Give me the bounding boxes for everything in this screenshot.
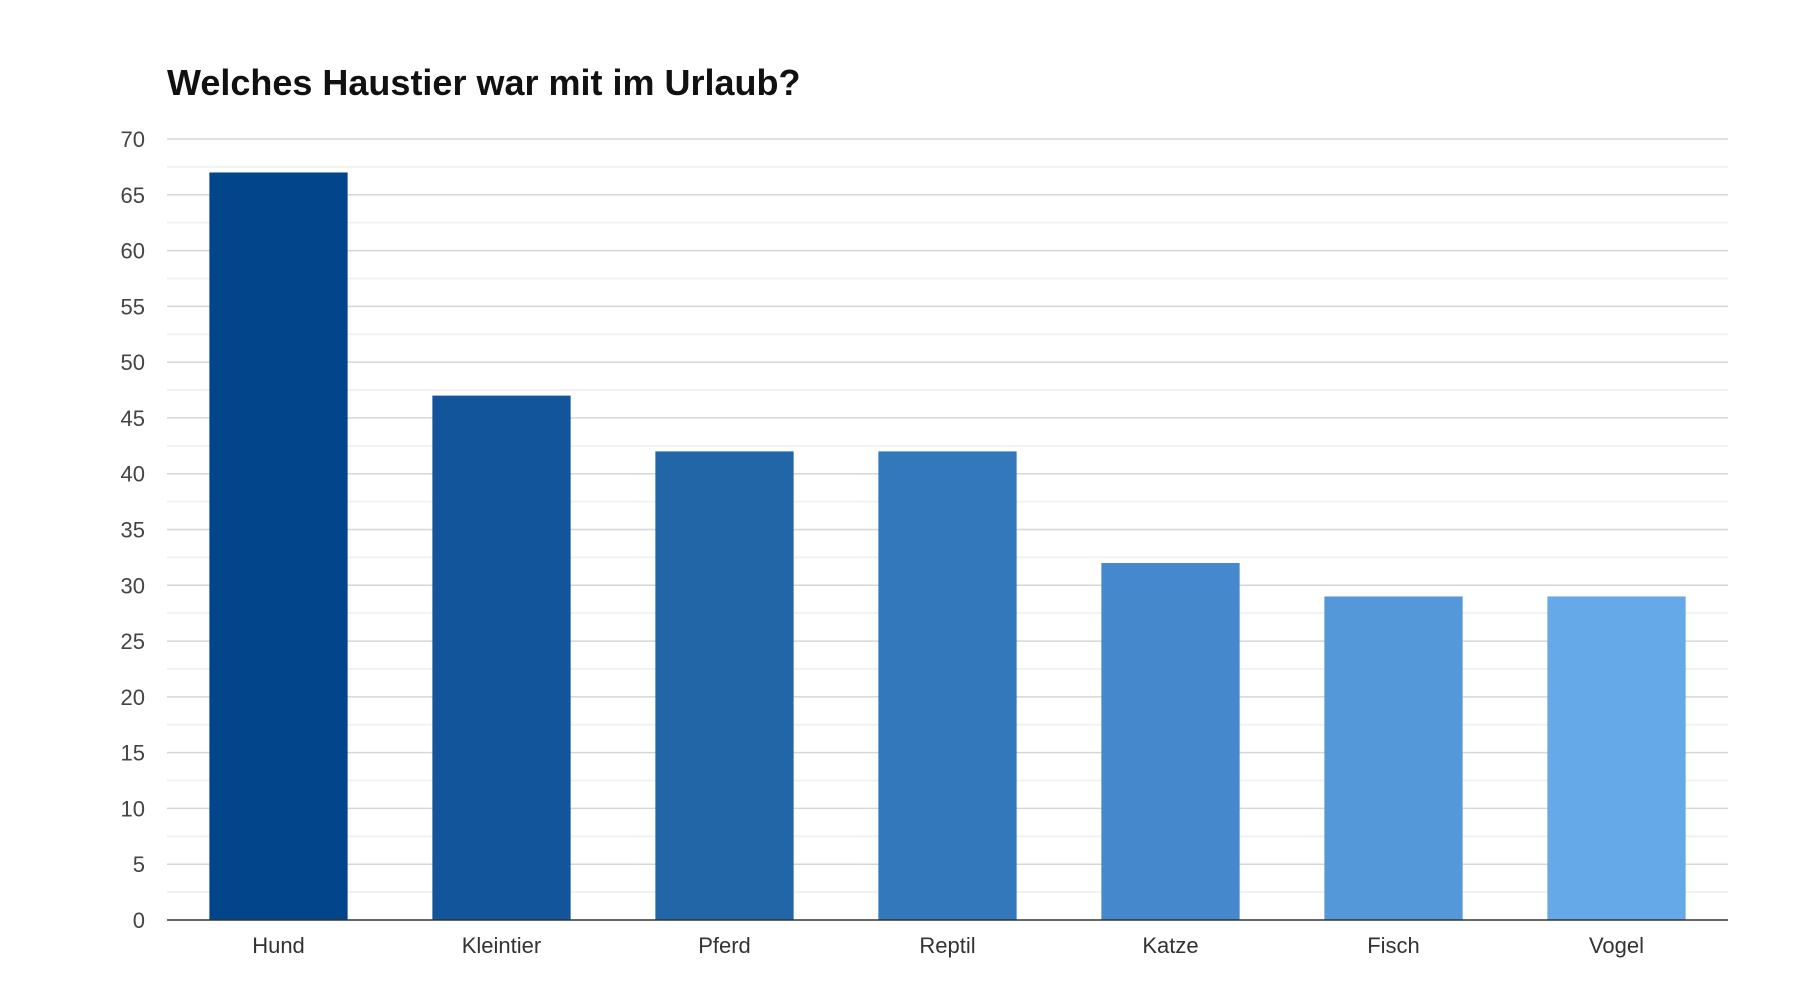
x-tick-label: Pferd	[698, 933, 751, 958]
x-tick-label: Vogel	[1589, 933, 1644, 958]
y-tick-label: 30	[121, 573, 145, 598]
bar-fisch	[1324, 596, 1463, 920]
y-tick-label: 45	[121, 406, 145, 431]
bar-pferd	[655, 451, 794, 920]
y-tick-label: 20	[121, 685, 145, 710]
y-tick-label: 55	[121, 294, 145, 319]
y-tick-label: 65	[121, 183, 145, 208]
x-tick-label: Reptil	[919, 933, 975, 958]
bar-kleintier	[432, 395, 571, 921]
y-tick-label: 70	[121, 127, 145, 152]
bar-vogel	[1547, 596, 1686, 920]
y-tick-label: 15	[121, 741, 145, 766]
y-tick-label: 0	[133, 908, 145, 933]
y-tick-label: 35	[121, 518, 145, 543]
x-tick-label: Hund	[252, 933, 305, 958]
bar-reptil	[878, 451, 1017, 920]
y-tick-label: 40	[121, 462, 145, 487]
x-tick-label: Katze	[1142, 933, 1198, 958]
x-tick-label: Kleintier	[462, 933, 541, 958]
y-tick-label: 10	[121, 796, 145, 821]
y-tick-label: 50	[121, 350, 145, 375]
y-tick-label: 60	[121, 239, 145, 264]
x-tick-label: Fisch	[1367, 933, 1420, 958]
y-tick-label: 25	[121, 629, 145, 654]
chart-title: Welches Haustier war mit im Urlaub?	[167, 62, 801, 103]
bar-hund	[209, 172, 348, 920]
bar-katze	[1101, 562, 1240, 920]
y-tick-label: 5	[133, 852, 145, 877]
